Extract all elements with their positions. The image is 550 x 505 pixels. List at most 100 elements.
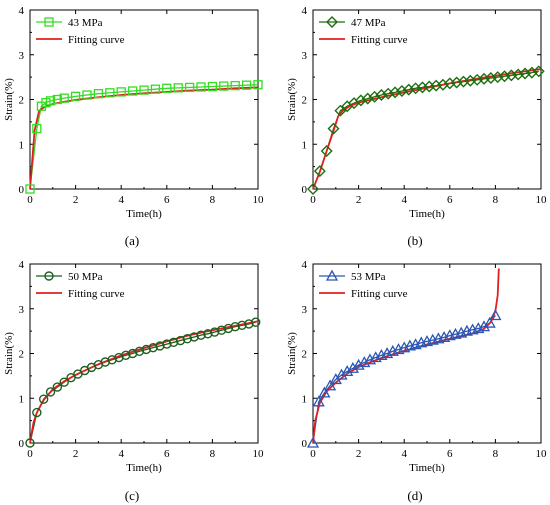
plot-frame — [312, 263, 542, 444]
data-point-marker — [168, 337, 179, 348]
data-point-marker — [139, 85, 149, 95]
data-point-marker — [358, 356, 371, 368]
x-tick-label: 0 — [27, 194, 33, 206]
x-tick-label: 8 — [210, 448, 216, 460]
x-tick-label: 10 — [253, 194, 265, 206]
data-point-marker — [32, 123, 42, 134]
data-point-marker — [59, 93, 69, 103]
y-tick-label: 1 — [302, 393, 308, 405]
data-point-marker — [59, 377, 69, 387]
x-tick-label: 10 — [536, 194, 548, 206]
data-point-marker — [320, 144, 333, 157]
data-point-marker — [334, 104, 347, 117]
data-point-marker — [483, 316, 496, 328]
y-tick-label: 0 — [302, 438, 308, 450]
panel-caption: (a) — [125, 233, 139, 248]
y-axis-label: Strain(%) — [286, 78, 298, 121]
series-line-fitting-curve — [312, 68, 542, 190]
data-point-marker — [209, 327, 220, 337]
y-tick-label: 3 — [302, 50, 308, 62]
data-point-marker — [354, 94, 367, 107]
y-tick-label: 0 — [19, 184, 25, 196]
x-tick-label: 6 — [447, 448, 453, 460]
y-tick-label: 3 — [302, 304, 308, 316]
data-point-marker — [105, 88, 115, 98]
x-tick-label: 4 — [401, 448, 407, 460]
y-axis-label: Strain(%) — [3, 78, 15, 121]
legend-marker-experiment — [44, 17, 54, 27]
panel-caption: (d) — [407, 488, 422, 503]
x-axis-label: Time(h) — [409, 208, 445, 220]
panel-caption: (c) — [125, 488, 139, 503]
legend-label-experiment: 53 MPa — [351, 271, 386, 283]
x-tick-label: 2 — [356, 448, 362, 460]
x-tick-label: 2 — [356, 194, 362, 206]
y-axis-label: Strain(%) — [3, 332, 15, 375]
data-point-marker — [237, 320, 247, 331]
y-tick-label: 0 — [19, 438, 25, 450]
x-tick-label: 8 — [493, 448, 499, 460]
data-point-marker — [203, 329, 213, 339]
x-tick-label: 0 — [310, 194, 316, 206]
data-point-marker — [341, 365, 354, 377]
x-axis-label: Time(h) — [409, 462, 445, 474]
y-tick-label: 1 — [19, 393, 25, 405]
data-point-marker — [162, 83, 172, 93]
data-point-marker — [244, 319, 254, 329]
y-tick-label: 2 — [302, 349, 308, 361]
plot-frame — [29, 9, 259, 190]
x-tick-label: 4 — [118, 194, 124, 206]
series-line-fitting-curve — [312, 268, 500, 444]
legend-label-fitting-curve: Fitting curve — [68, 34, 125, 46]
data-point-marker — [38, 394, 49, 404]
data-point-marker — [25, 438, 35, 448]
y-tick-label: 2 — [302, 95, 308, 107]
data-point-marker — [352, 358, 365, 370]
x-tick-label: 2 — [73, 194, 79, 206]
data-point-marker — [375, 89, 388, 102]
data-point-marker — [525, 66, 538, 79]
data-point-marker — [402, 83, 415, 96]
data-point-marker — [127, 86, 138, 96]
data-point-marker — [216, 325, 227, 335]
data-point-marker — [189, 332, 199, 342]
data-point-marker — [207, 81, 218, 92]
x-tick-label: 10 — [253, 448, 265, 460]
data-point-marker — [173, 83, 183, 93]
data-point-marker — [327, 122, 340, 135]
data-point-marker — [82, 90, 92, 100]
data-point-marker — [223, 323, 234, 334]
y-tick-label: 3 — [19, 50, 25, 62]
data-point-marker — [134, 346, 145, 356]
data-point-marker — [346, 361, 360, 373]
series-line-fitting-curve — [29, 320, 259, 444]
data-point-marker — [121, 350, 131, 360]
x-tick-label: 4 — [401, 194, 407, 206]
panel-caption: (b) — [407, 233, 422, 248]
x-tick-label: 2 — [73, 448, 79, 460]
x-tick-label: 0 — [27, 448, 33, 460]
y-tick-label: 4 — [19, 5, 25, 17]
y-tick-label: 4 — [302, 5, 308, 17]
data-point-marker — [116, 87, 126, 97]
legend-marker-experiment — [44, 271, 54, 281]
y-tick-label: 3 — [19, 304, 25, 316]
x-tick-label: 6 — [164, 448, 170, 460]
x-tick-label: 8 — [210, 194, 216, 206]
data-point-marker — [368, 90, 381, 103]
legend-label-fitting-curve: Fitting curve — [68, 288, 125, 300]
data-point-marker — [219, 81, 229, 91]
legend-label-experiment: 43 MPa — [68, 17, 103, 29]
x-tick-label: 6 — [447, 194, 453, 206]
x-axis-label: Time(h) — [126, 208, 162, 220]
data-point-marker — [32, 407, 42, 418]
data-point-marker — [312, 395, 325, 407]
data-point-marker — [253, 80, 263, 90]
x-tick-label: 6 — [164, 194, 170, 206]
legend-label-experiment: 47 MPa — [351, 17, 386, 29]
x-axis-label: Time(h) — [126, 462, 162, 474]
y-tick-label: 2 — [19, 95, 25, 107]
data-point-marker — [148, 342, 158, 353]
